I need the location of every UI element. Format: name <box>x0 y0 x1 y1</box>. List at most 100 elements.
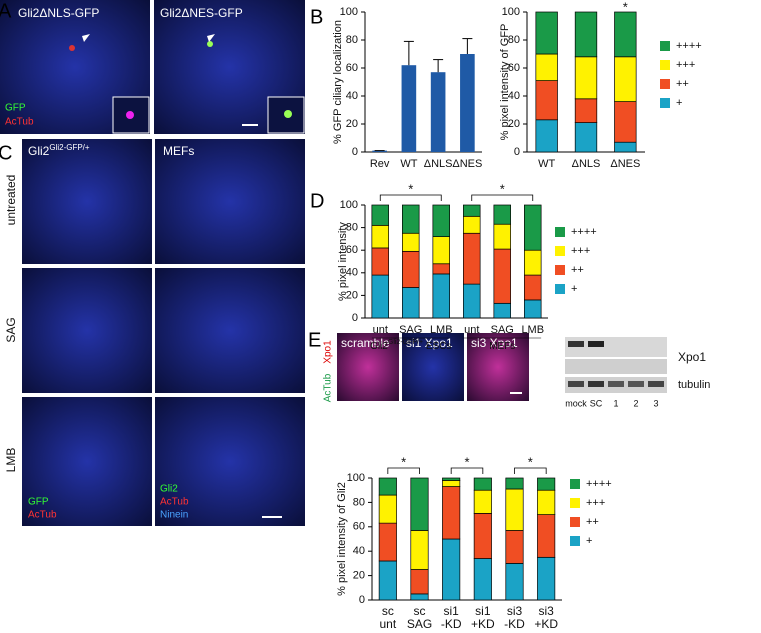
legend-label: +++ <box>571 245 590 257</box>
row-label: SAG <box>4 317 18 342</box>
significance-bracket <box>387 467 420 474</box>
x-tick-label: +KD <box>534 617 558 628</box>
legend-swatch <box>555 284 565 294</box>
panel-a: A Gli2ΔNLS-GFP Gli2ΔNES-GFP GFP AcTub <box>0 0 305 134</box>
legend-label: +++ <box>586 497 605 509</box>
x-tick-label: SAG <box>399 324 422 336</box>
x-tick-label: si3 <box>538 604 554 618</box>
lane-label: 1 <box>613 398 618 408</box>
bar-segment <box>524 204 542 251</box>
y-tick-label: 60 <box>508 62 520 74</box>
bar-segment <box>463 215 481 234</box>
bar-segment <box>537 489 556 515</box>
y-axis-label: % pixel intensity of Gli2 <box>336 482 348 596</box>
bar-segment <box>402 287 420 319</box>
legend-label: ++++ <box>586 478 612 490</box>
bar-segment <box>378 522 397 562</box>
image-label: scramble <box>341 336 390 350</box>
x-tick-label: SAG <box>407 617 432 628</box>
y-tick-label: 100 <box>340 6 358 18</box>
y-tick-label: 0 <box>514 146 520 158</box>
x-tick-label: ΔNES <box>610 158 640 170</box>
bar-segment <box>505 563 524 601</box>
bar-segment <box>535 119 558 153</box>
micrograph <box>337 333 399 401</box>
bar-segment <box>493 302 511 319</box>
stain-label: Gli2 <box>160 484 178 495</box>
bar-segment <box>505 477 524 490</box>
bar-segment <box>442 538 461 601</box>
bar-segment <box>614 141 637 153</box>
x-tick-label: WT <box>538 158 555 170</box>
bar-segment <box>537 477 556 491</box>
bar-segment <box>371 274 389 319</box>
y-tick-label: 80 <box>346 222 358 234</box>
x-tick-label: -KD <box>441 617 462 628</box>
stain-label: AcTub <box>5 117 34 128</box>
bar-segment <box>402 232 420 252</box>
image-label: si3 Xpo1 <box>471 336 518 350</box>
bar-segment <box>410 593 429 601</box>
legend-swatch <box>570 479 580 489</box>
y-tick-label: 40 <box>346 267 358 279</box>
stain-label: Ninein <box>160 510 188 521</box>
bar-segment <box>371 224 389 249</box>
y-tick-label: 20 <box>508 118 520 130</box>
significance-star: * <box>464 454 469 469</box>
x-tick-label: unt <box>373 324 388 336</box>
y-axis-label: % pixel intensity <box>337 222 349 301</box>
y-tick-label: 60 <box>353 521 365 533</box>
legend-label: ++++ <box>571 226 597 238</box>
bar-segment <box>410 530 429 570</box>
inset <box>112 96 150 134</box>
band <box>588 341 604 347</box>
legend-swatch <box>570 498 580 508</box>
panel-label: A <box>0 0 12 22</box>
legend-swatch <box>570 517 580 527</box>
band <box>628 381 644 387</box>
y-tick-label: 100 <box>340 199 358 211</box>
bar-segment <box>524 274 542 301</box>
panel-label: B <box>310 6 323 28</box>
bar-segment <box>535 11 558 55</box>
significance-star: * <box>401 454 406 469</box>
significance-star: * <box>408 181 413 196</box>
x-tick-label: LMB <box>430 324 453 336</box>
bar <box>401 65 417 152</box>
legend-label: ++ <box>586 516 599 528</box>
y-tick-label: 40 <box>508 90 520 102</box>
panel-label: D <box>310 190 324 212</box>
blot-label: Xpo1 <box>678 350 706 364</box>
legend-label: ++ <box>571 264 584 276</box>
bar-segment <box>493 223 511 250</box>
bar <box>372 150 387 152</box>
y-tick-label: 60 <box>346 62 358 74</box>
legend-label: +++ <box>676 59 695 71</box>
legend-swatch <box>555 246 565 256</box>
significance-bracket <box>450 467 484 474</box>
bar-segment <box>432 236 450 265</box>
bar-segment <box>505 530 524 564</box>
column-label: Gli2Gli2-GFP/+ <box>28 143 90 159</box>
bar-segment <box>614 11 637 58</box>
legend-label: + <box>571 283 577 295</box>
y-tick-label: 0 <box>352 146 358 158</box>
group-label: Gli2Gli2-GFP/+ ESCs <box>370 339 451 351</box>
column-label-base: Gli2 <box>28 144 50 158</box>
bar-segment <box>524 299 542 319</box>
lane-label: 2 <box>633 398 638 408</box>
legend-label: + <box>586 535 592 547</box>
significance-star: * <box>528 454 533 469</box>
legend-label: ++++ <box>676 40 702 52</box>
bar-segment <box>442 477 461 481</box>
band <box>648 381 664 387</box>
bar-segment <box>371 204 389 226</box>
bar-segment <box>371 247 389 276</box>
band <box>568 341 584 347</box>
bar-segment <box>463 283 481 319</box>
column-label-sup: Gli2-GFP/+ <box>49 143 90 152</box>
bar-segment <box>493 248 511 304</box>
group-label-part: Gli2 <box>370 341 388 352</box>
bar-segment <box>432 204 450 237</box>
bar-segment <box>402 250 420 288</box>
